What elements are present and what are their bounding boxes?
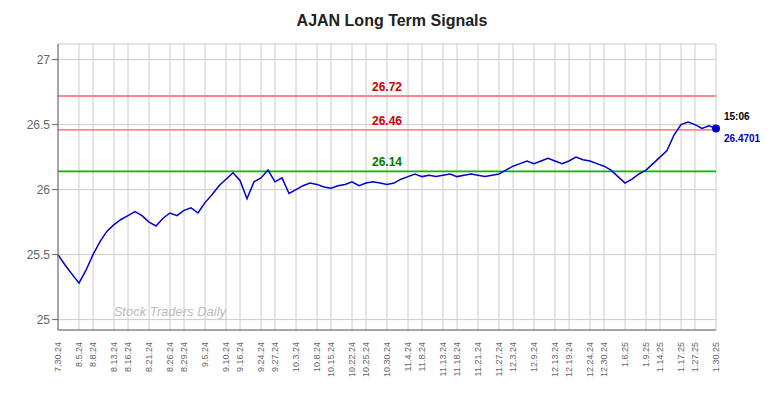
- svg-text:8.26.24: 8.26.24: [165, 342, 175, 372]
- svg-text:1.6.25: 1.6.25: [620, 342, 630, 367]
- svg-text:26.5: 26.5: [27, 118, 51, 132]
- html-text:Stock Traders Daily: Stock Traders Daily: [113, 303, 227, 319]
- svg-text:10.3.24: 10.3.24: [291, 342, 301, 372]
- svg-text:1.14.25: 1.14.25: [655, 342, 665, 372]
- svg-text:15:06: 15:06: [724, 111, 750, 122]
- svg-text:11.4.24: 11.4.24: [403, 342, 413, 371]
- svg-text:8.5.24: 8.5.24: [74, 342, 84, 367]
- svg-text:26.46: 26.46: [372, 114, 402, 128]
- svg-text:10.30.24: 10.30.24: [382, 342, 392, 377]
- svg-text:1.30.25: 1.30.25: [711, 342, 721, 372]
- svg-text:9.10.24: 9.10.24: [221, 342, 231, 372]
- svg-text:8.29.24: 8.29.24: [179, 342, 189, 372]
- svg-text:26.14: 26.14: [372, 155, 402, 169]
- svg-text:10.22.24: 10.22.24: [347, 342, 357, 377]
- svg-text:8.21.24: 8.21.24: [144, 342, 154, 372]
- html-text:AJAN Long Term Signals: AJAN Long Term Signals: [296, 12, 488, 29]
- svg-text:10.25.24: 10.25.24: [361, 342, 371, 377]
- svg-text:25: 25: [37, 313, 51, 327]
- svg-text:12.9.24: 12.9.24: [529, 342, 539, 372]
- svg-text:10.15.24: 10.15.24: [326, 342, 336, 377]
- svg-text:8.13.24: 8.13.24: [109, 342, 119, 372]
- svg-text:8.16.24: 8.16.24: [123, 342, 133, 372]
- svg-text:27: 27: [37, 53, 51, 67]
- svg-text:9.5.24: 9.5.24: [200, 342, 210, 367]
- svg-text:12.24.24: 12.24.24: [585, 342, 595, 377]
- svg-text:11.8.24: 11.8.24: [417, 342, 427, 371]
- svg-text:26.4701: 26.4701: [724, 133, 761, 144]
- svg-text:11.27.24: 11.27.24: [494, 342, 504, 376]
- svg-text:12.13.24: 12.13.24: [550, 342, 560, 377]
- svg-text:10.8.24: 10.8.24: [312, 342, 322, 372]
- svg-text:26: 26: [37, 183, 51, 197]
- svg-text:8.8.24: 8.8.24: [88, 342, 98, 367]
- svg-text:11.21.24: 11.21.24: [473, 342, 483, 376]
- svg-text:12.3.24: 12.3.24: [508, 342, 518, 372]
- svg-text:9.16.24: 9.16.24: [235, 342, 245, 372]
- svg-text:12.19.24: 12.19.24: [564, 342, 574, 377]
- svg-text:12.30.24: 12.30.24: [599, 342, 609, 377]
- svg-text:1.27.25: 1.27.25: [690, 342, 700, 372]
- svg-text:1.17.25: 1.17.25: [676, 342, 686, 372]
- svg-text:25.5: 25.5: [27, 248, 51, 262]
- svg-text:1.9.25: 1.9.25: [641, 342, 651, 367]
- svg-text:11.13.24: 11.13.24: [438, 342, 448, 376]
- svg-text:11.18.24: 11.18.24: [452, 342, 462, 376]
- svg-text:7.30.24: 7.30.24: [53, 342, 63, 372]
- svg-text:9.27.24: 9.27.24: [270, 342, 280, 372]
- svg-text:9.24.24: 9.24.24: [256, 342, 266, 372]
- svg-text:26.72: 26.72: [372, 80, 402, 94]
